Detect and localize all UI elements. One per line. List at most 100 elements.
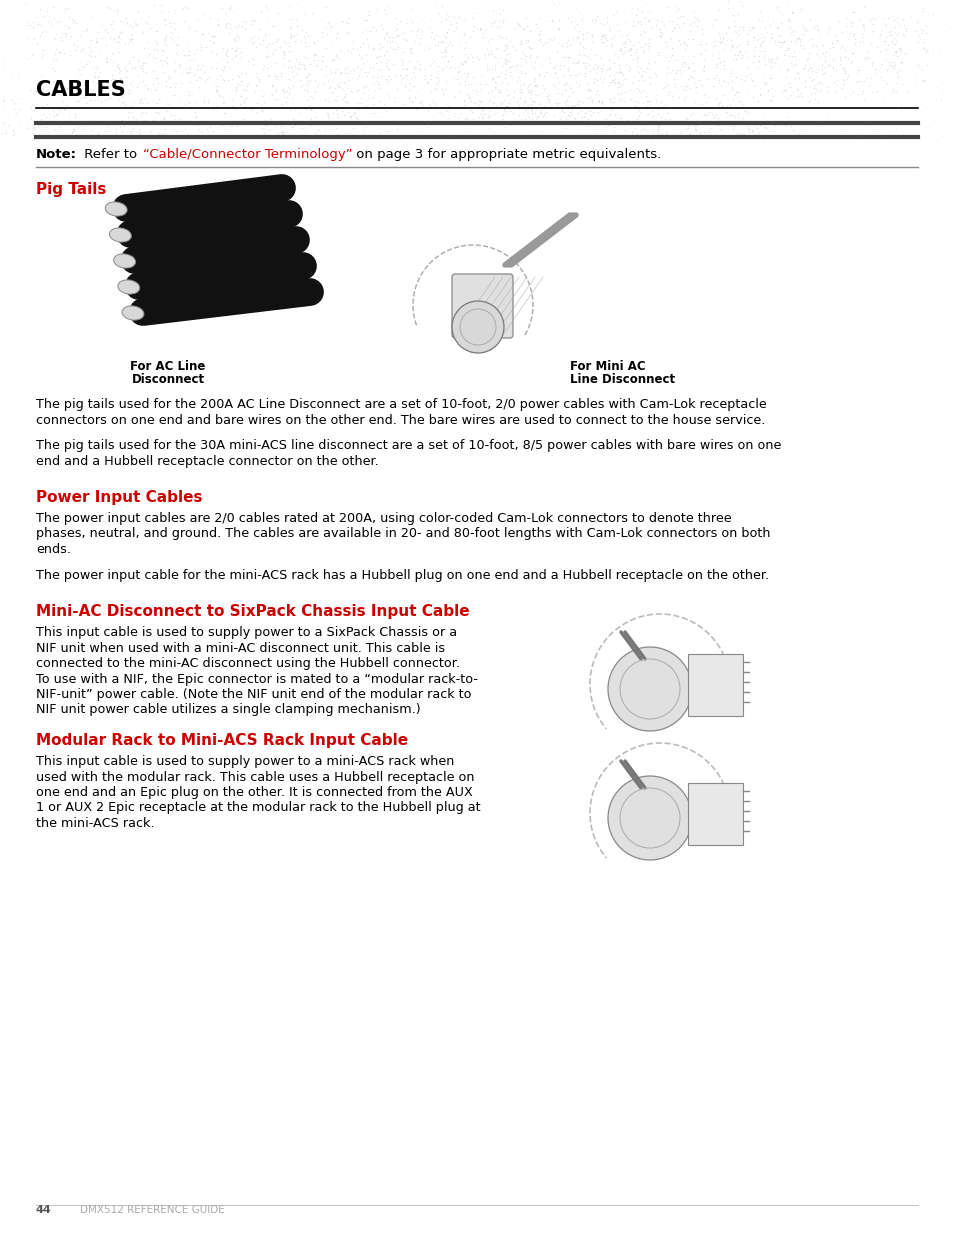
- Point: [228, 23, 243, 43]
- Point: [139, 93, 154, 112]
- Point: [648, 15, 663, 35]
- Point: [48, 49, 63, 69]
- Point: [611, 75, 626, 95]
- Point: [876, 31, 891, 51]
- Point: [354, 93, 369, 112]
- Point: [302, 54, 317, 74]
- Point: [109, 0, 124, 20]
- Point: [466, 73, 481, 93]
- Point: [581, 80, 597, 100]
- Point: [546, 77, 561, 96]
- Point: [456, 56, 471, 75]
- Point: [871, 41, 886, 61]
- Point: [630, 72, 645, 91]
- Point: [711, 127, 726, 147]
- Point: [325, 115, 340, 135]
- Point: [114, 93, 130, 112]
- Point: [213, 59, 229, 79]
- Point: [575, 91, 590, 111]
- Point: [528, 100, 543, 120]
- Point: [698, 35, 713, 54]
- Point: [61, 17, 76, 37]
- Point: [784, 121, 800, 141]
- Point: [227, 47, 242, 67]
- Point: [423, 69, 438, 89]
- Point: [756, 130, 771, 149]
- Point: [594, 32, 609, 52]
- Point: [718, 115, 733, 135]
- Point: [479, 57, 495, 77]
- Point: [530, 85, 545, 105]
- Point: [600, 58, 616, 78]
- Point: [122, 16, 137, 36]
- Point: [718, 72, 733, 91]
- Text: Refer to: Refer to: [80, 148, 141, 161]
- Point: [434, 0, 449, 16]
- Point: [882, 124, 897, 143]
- Point: [71, 91, 87, 111]
- Point: [358, 21, 374, 41]
- Point: [442, 14, 457, 33]
- Point: [385, 88, 400, 107]
- Point: [274, 125, 289, 144]
- Point: [163, 17, 178, 37]
- Point: [806, 84, 821, 104]
- Point: [437, 9, 453, 28]
- Point: [444, 46, 459, 65]
- Point: [237, 19, 253, 38]
- Point: [566, 53, 581, 73]
- Text: 1 or AUX 2 Epic receptacle at the modular rack to the Hubbell plug at: 1 or AUX 2 Epic receptacle at the modula…: [36, 802, 480, 815]
- Point: [859, 115, 874, 135]
- Point: [218, 44, 233, 64]
- Point: [110, 32, 125, 52]
- Point: [940, 61, 953, 80]
- Point: [276, 82, 292, 101]
- Point: [123, 101, 138, 121]
- Point: [863, 7, 879, 27]
- Point: [639, 11, 655, 31]
- Point: [738, 33, 753, 53]
- Point: [721, 95, 737, 115]
- Point: [843, 43, 859, 63]
- Point: [163, 22, 178, 42]
- Point: [104, 69, 119, 89]
- Point: [317, 56, 333, 75]
- Point: [693, 44, 708, 64]
- Point: [519, 83, 535, 103]
- Point: [622, 22, 638, 42]
- Point: [531, 65, 546, 85]
- Point: [29, 7, 44, 27]
- Point: [790, 125, 805, 144]
- Point: [476, 46, 492, 65]
- Point: [393, 0, 408, 15]
- Point: [45, 58, 60, 78]
- Point: [72, 88, 88, 107]
- Point: [801, 58, 817, 78]
- Point: [854, 27, 869, 47]
- Point: [569, 91, 584, 111]
- Point: [527, 47, 542, 67]
- Point: [374, 52, 389, 72]
- Point: [590, 101, 605, 121]
- Point: [778, 15, 793, 35]
- Point: [102, 28, 117, 48]
- Point: [679, 69, 695, 89]
- Point: [730, 104, 745, 124]
- Point: [52, 11, 68, 31]
- Point: [474, 91, 489, 111]
- Point: [835, 58, 850, 78]
- Point: [0, 103, 12, 122]
- Point: [891, 15, 906, 35]
- Point: [112, 30, 128, 49]
- Point: [402, 73, 417, 93]
- Point: [886, 10, 902, 30]
- Point: [236, 96, 252, 116]
- Point: [258, 47, 274, 67]
- Point: [121, 30, 136, 49]
- Point: [52, 42, 68, 62]
- Point: [797, 70, 812, 90]
- Point: [51, 74, 66, 94]
- Point: [376, 94, 392, 114]
- Point: [160, 2, 175, 22]
- Point: [100, 115, 115, 135]
